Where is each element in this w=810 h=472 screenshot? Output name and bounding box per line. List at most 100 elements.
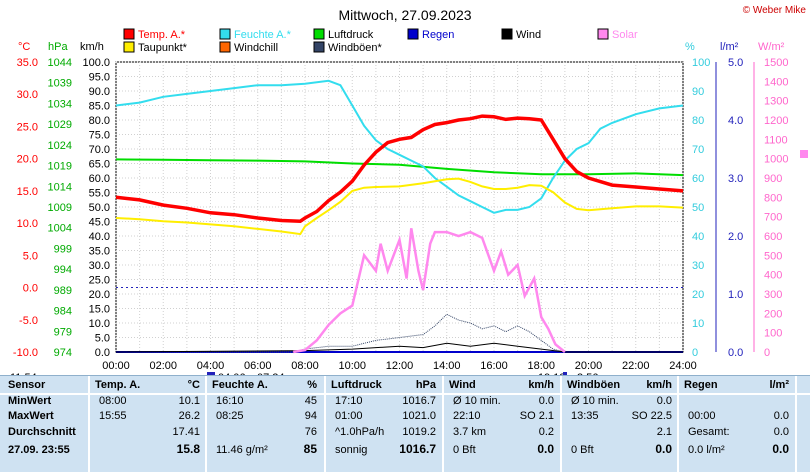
table-divider [442, 376, 444, 472]
pressure-axis-tick: 989 [54, 285, 72, 297]
wind-row-note: 0 Bft [453, 444, 476, 456]
rain-unit: l/m² [769, 379, 789, 391]
gust-row-note: 13:35 [571, 410, 599, 422]
moon-icon [207, 372, 215, 375]
solar-axis-tick: 600 [764, 231, 782, 243]
temp-axis-tick: 10.0 [17, 218, 38, 230]
solar-axis-tick: 0 [764, 347, 770, 359]
press-row-note: sonnig [335, 444, 368, 456]
press-row-note: 01:00 [335, 410, 363, 422]
wind-axis-tick: 75.0 [89, 130, 110, 142]
hum-row-note: 11.46 g/m² [216, 444, 268, 456]
rain-axis-tick: 1.0 [728, 289, 743, 301]
x-axis-tick: 08:00 [291, 360, 319, 372]
hum-row-value: 85 [303, 442, 317, 456]
x-axis-tick: 14:00 [433, 360, 461, 372]
solar-axis-tick: 1500 [764, 57, 788, 69]
solar-axis-tick: 700 [764, 212, 782, 224]
temp-axis-tick: 25.0 [17, 121, 38, 133]
pressure-axis-tick: 994 [54, 264, 72, 276]
temp-column-header: Temp. A. [95, 379, 141, 391]
solar-axis-unit: W/m² [758, 41, 785, 53]
solar-marker [800, 150, 808, 158]
wind-axis-tick: 65.0 [89, 159, 110, 171]
sensor-header: Sensor [8, 379, 46, 391]
hum-row-value: 76 [304, 426, 317, 438]
copyright-label: © Weber Mike [743, 5, 807, 16]
hum-row-value: 45 [304, 395, 317, 407]
solar-axis-tick: 1400 [764, 76, 788, 88]
wind-axis-tick: 20.0 [89, 289, 110, 301]
pressure-axis-tick: 1039 [48, 78, 72, 90]
legend-label-0: Temp. A.* [138, 29, 186, 41]
temp-axis-tick: 35.0 [17, 57, 38, 69]
x-axis-tick: 20:00 [575, 360, 603, 372]
solar-axis-tick: 100 [764, 328, 782, 340]
pressure-axis-tick: 1044 [48, 57, 72, 69]
press-row-value: 1016.7 [399, 442, 436, 456]
humidity-axis-tick: 40 [692, 231, 704, 243]
pressure-axis-tick: 974 [54, 347, 72, 359]
press-row-value: 1016.7 [402, 395, 436, 407]
solar-axis-tick: 400 [764, 270, 782, 282]
rain-axis-unit: l/m² [720, 41, 739, 53]
solar-axis-tick: 1200 [764, 115, 788, 127]
row-label-avg: Durchschnitt [8, 426, 76, 438]
gust-unit: km/h [646, 379, 672, 391]
x-axis-tick: 02:00 [149, 360, 177, 372]
x-axis-tick: 16:00 [480, 360, 508, 372]
legend-swatch-6 [123, 41, 135, 53]
wind-row-value: 0.0 [538, 395, 554, 407]
humidity-axis-tick: 100 [692, 57, 710, 69]
humidity-axis-unit: % [685, 41, 695, 53]
legend-label-7: Windchill [234, 42, 278, 54]
hum-row-note: 16:10 [216, 395, 244, 407]
hum-row-note: 08:25 [216, 410, 244, 422]
humidity-axis-tick: 20 [692, 289, 704, 301]
temp-row-value: 26.2 [178, 410, 200, 422]
sunset-time-b: 3:56 [577, 372, 598, 375]
row-label-current: 27.09. 23:55 [8, 444, 70, 456]
table-divider [88, 376, 90, 472]
sunrise-time-b: 07:24 [257, 372, 285, 375]
legend-swatch-1 [219, 28, 231, 40]
temp-axis-tick: 0.0 [23, 283, 38, 295]
humidity-series [115, 79, 684, 214]
humidity-axis-tick: 50 [692, 202, 704, 214]
moon-icon [563, 372, 567, 375]
rain-axis-tick: 5.0 [728, 57, 743, 69]
temp-row-value: 10.1 [178, 395, 200, 407]
pressure-axis-tick: 1034 [48, 98, 72, 110]
temp-axis-tick: 30.0 [17, 89, 38, 101]
wind-row-value: 0.2 [538, 426, 554, 438]
pressure-axis-tick: 999 [54, 243, 72, 255]
solar-axis-tick: 1300 [764, 96, 788, 108]
temp-axis-tick: -5.0 [19, 315, 38, 327]
legend-swatch-2 [313, 28, 325, 40]
table-divider [677, 376, 679, 472]
temp-series [115, 114, 684, 223]
wind-column-header: Wind [449, 379, 476, 391]
press-row-note: ^1.0hPa/h [335, 426, 385, 438]
solar-axis-tick: 800 [764, 192, 782, 204]
solar-axis-tick: 500 [764, 250, 782, 262]
x-axis-tick: 10:00 [338, 360, 366, 372]
wind-axis-tick: 45.0 [89, 217, 110, 229]
legend-label-4: Wind [516, 29, 541, 41]
wind-row-note: 22:10 [453, 410, 481, 422]
humidity-axis-tick: 0 [692, 347, 698, 359]
temp-axis-tick: -10.0 [13, 347, 38, 359]
legend-swatch-3 [407, 28, 419, 40]
press-column-header: Luftdruck [331, 379, 382, 391]
humidity-axis-tick: 10 [692, 318, 704, 330]
humidity-axis-tick: 90 [692, 86, 704, 98]
wind-axis-tick: 10.0 [89, 318, 110, 330]
gust-column-header: Windböen [567, 379, 621, 391]
pressure-axis-tick: 1004 [48, 223, 72, 235]
x-axis-tick: 12:00 [386, 360, 414, 372]
gust-row-value: 0.0 [656, 395, 672, 407]
humidity-axis-tick: 70 [692, 144, 704, 156]
temp-row-value: 15.8 [176, 442, 200, 456]
wind-row-note: Ø 10 min. [453, 395, 501, 407]
rain-axis-tick: 4.0 [728, 115, 743, 127]
